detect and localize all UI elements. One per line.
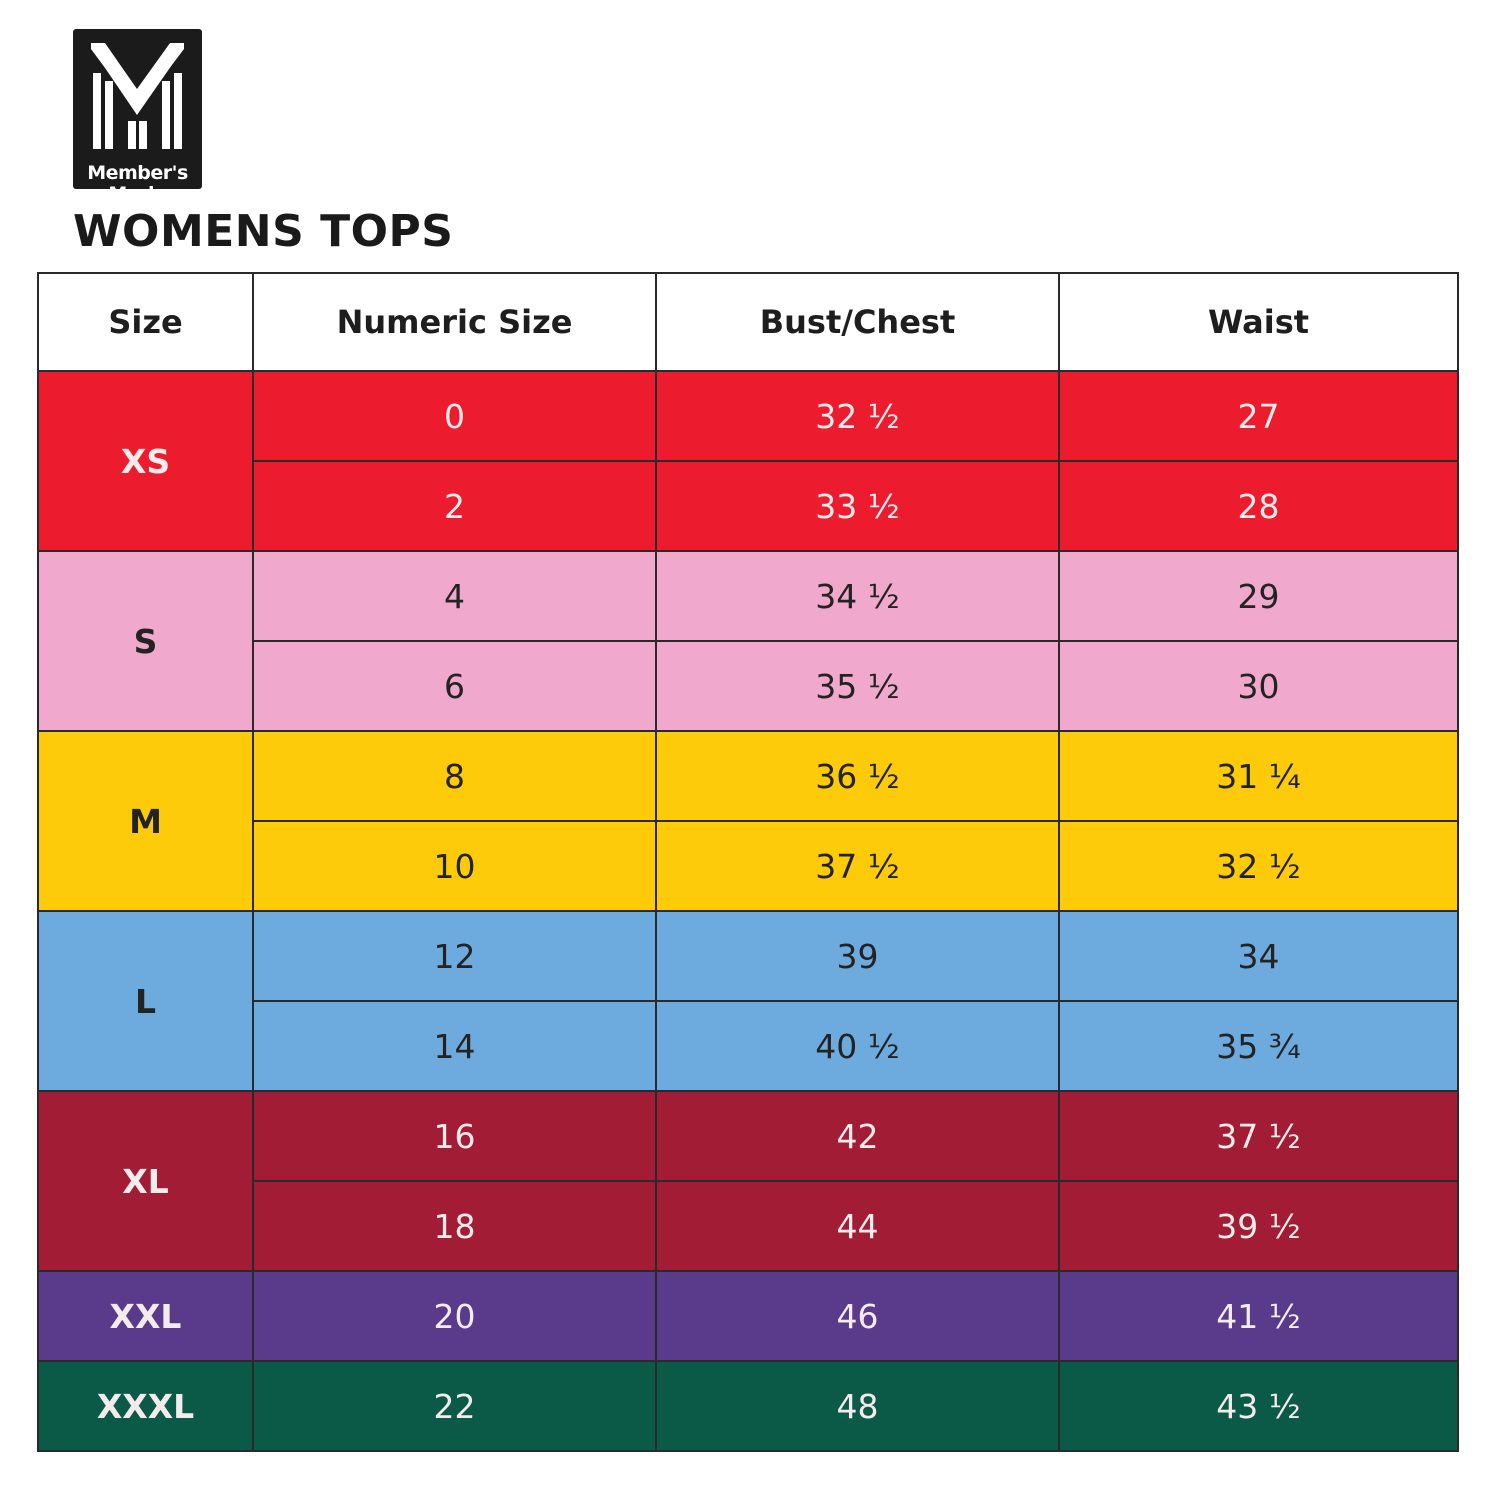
table-row: L 12 39 34 bbox=[37, 910, 1459, 1092]
bust-chest-cell: 42 bbox=[655, 1090, 1060, 1182]
bust-chest-cell: 34 ½ bbox=[655, 550, 1060, 642]
numeric-size-cell: 12 bbox=[252, 910, 657, 1002]
logo-line-2-text: Mark bbox=[108, 183, 161, 205]
size-label: XXXL bbox=[37, 1360, 254, 1452]
size-chart-body: XS 0 32 ½ 27 2 33 ½ 28 S 4 34 ½ 29 6 35 ½ 30 M 8 36 ½ 31 … bbox=[37, 370, 1459, 1452]
bust-chest-cell: 39 bbox=[655, 910, 1060, 1002]
size-label: XXL bbox=[37, 1270, 254, 1362]
size-label: L bbox=[37, 910, 254, 1092]
size-label: XL bbox=[37, 1090, 254, 1272]
members-mark-logo: Member's Mark™ bbox=[73, 29, 202, 204]
waist-cell: 28 bbox=[1058, 460, 1459, 552]
bust-chest-cell: 46 bbox=[655, 1270, 1060, 1362]
bust-chest-cell: 48 bbox=[655, 1360, 1060, 1452]
waist-cell: 29 bbox=[1058, 550, 1459, 642]
waist-cell: 32 ½ bbox=[1058, 820, 1459, 912]
size-label: XS bbox=[37, 370, 254, 552]
numeric-size-cell: 0 bbox=[252, 370, 657, 462]
table-row: 18 44 39 ½ bbox=[38, 1180, 1459, 1272]
table-row: XXXL 22 48 43 ½ bbox=[37, 1360, 1459, 1452]
logo-line-1: Member's bbox=[87, 162, 188, 184]
bust-chest-cell: 44 bbox=[655, 1180, 1060, 1272]
waist-cell: 35 ¾ bbox=[1058, 1000, 1459, 1092]
trademark-symbol: ™ bbox=[160, 190, 167, 198]
bust-chest-cell: 32 ½ bbox=[655, 370, 1060, 462]
numeric-size-cell: 16 bbox=[252, 1090, 657, 1182]
waist-cell: 37 ½ bbox=[1058, 1090, 1459, 1182]
table-row: 2 33 ½ 28 bbox=[38, 460, 1459, 552]
bust-chest-cell: 36 ½ bbox=[655, 730, 1060, 822]
size-label: M bbox=[37, 730, 254, 912]
table-row: 6 35 ½ 30 bbox=[38, 640, 1459, 732]
numeric-size-cell: 6 bbox=[252, 640, 657, 732]
size-chart-table: Size Numeric Size Bust/Chest Waist XS 0 32… bbox=[37, 272, 1459, 1452]
numeric-size-cell: 4 bbox=[252, 550, 657, 642]
table-row: M 8 36 ½ 31 ¼ bbox=[37, 730, 1459, 912]
header-bust-chest: Bust/Chest bbox=[655, 272, 1060, 372]
table-row: 10 37 ½ 32 ½ bbox=[38, 820, 1459, 912]
header-waist: Waist bbox=[1058, 272, 1459, 372]
bust-chest-cell: 33 ½ bbox=[655, 460, 1060, 552]
numeric-size-cell: 18 bbox=[252, 1180, 657, 1272]
bust-chest-cell: 40 ½ bbox=[655, 1000, 1060, 1092]
numeric-size-cell: 14 bbox=[252, 1000, 657, 1092]
header-size: Size bbox=[37, 272, 254, 372]
numeric-size-cell: 10 bbox=[252, 820, 657, 912]
size-label: S bbox=[37, 550, 254, 732]
table-row: S 4 34 ½ 29 bbox=[37, 550, 1459, 732]
logo-line-2: Mark™ bbox=[73, 184, 202, 204]
bust-chest-cell: 35 ½ bbox=[655, 640, 1060, 732]
bust-chest-cell: 37 ½ bbox=[655, 820, 1060, 912]
waist-cell: 31 ¼ bbox=[1058, 730, 1459, 822]
numeric-size-cell: 2 bbox=[252, 460, 657, 552]
table-row: 14 40 ½ 35 ¾ bbox=[38, 1000, 1459, 1092]
page-title: WOMENS TOPS bbox=[73, 206, 454, 257]
numeric-size-cell: 8 bbox=[252, 730, 657, 822]
table-row: XXL 20 46 41 ½ bbox=[37, 1270, 1459, 1362]
waist-cell: 43 ½ bbox=[1058, 1360, 1459, 1452]
waist-cell: 34 bbox=[1058, 910, 1459, 1002]
table-row: XS 0 32 ½ 27 bbox=[37, 370, 1459, 552]
members-mark-m-icon bbox=[91, 43, 184, 149]
table-row: XL 16 42 37 ½ bbox=[37, 1090, 1459, 1272]
numeric-size-cell: 22 bbox=[252, 1360, 657, 1452]
waist-cell: 27 bbox=[1058, 370, 1459, 462]
header-numeric-size: Numeric Size bbox=[252, 272, 657, 372]
waist-cell: 41 ½ bbox=[1058, 1270, 1459, 1362]
waist-cell: 39 ½ bbox=[1058, 1180, 1459, 1272]
header-row: Size Numeric Size Bust/Chest Waist bbox=[37, 272, 1459, 372]
numeric-size-cell: 20 bbox=[252, 1270, 657, 1362]
waist-cell: 30 bbox=[1058, 640, 1459, 732]
